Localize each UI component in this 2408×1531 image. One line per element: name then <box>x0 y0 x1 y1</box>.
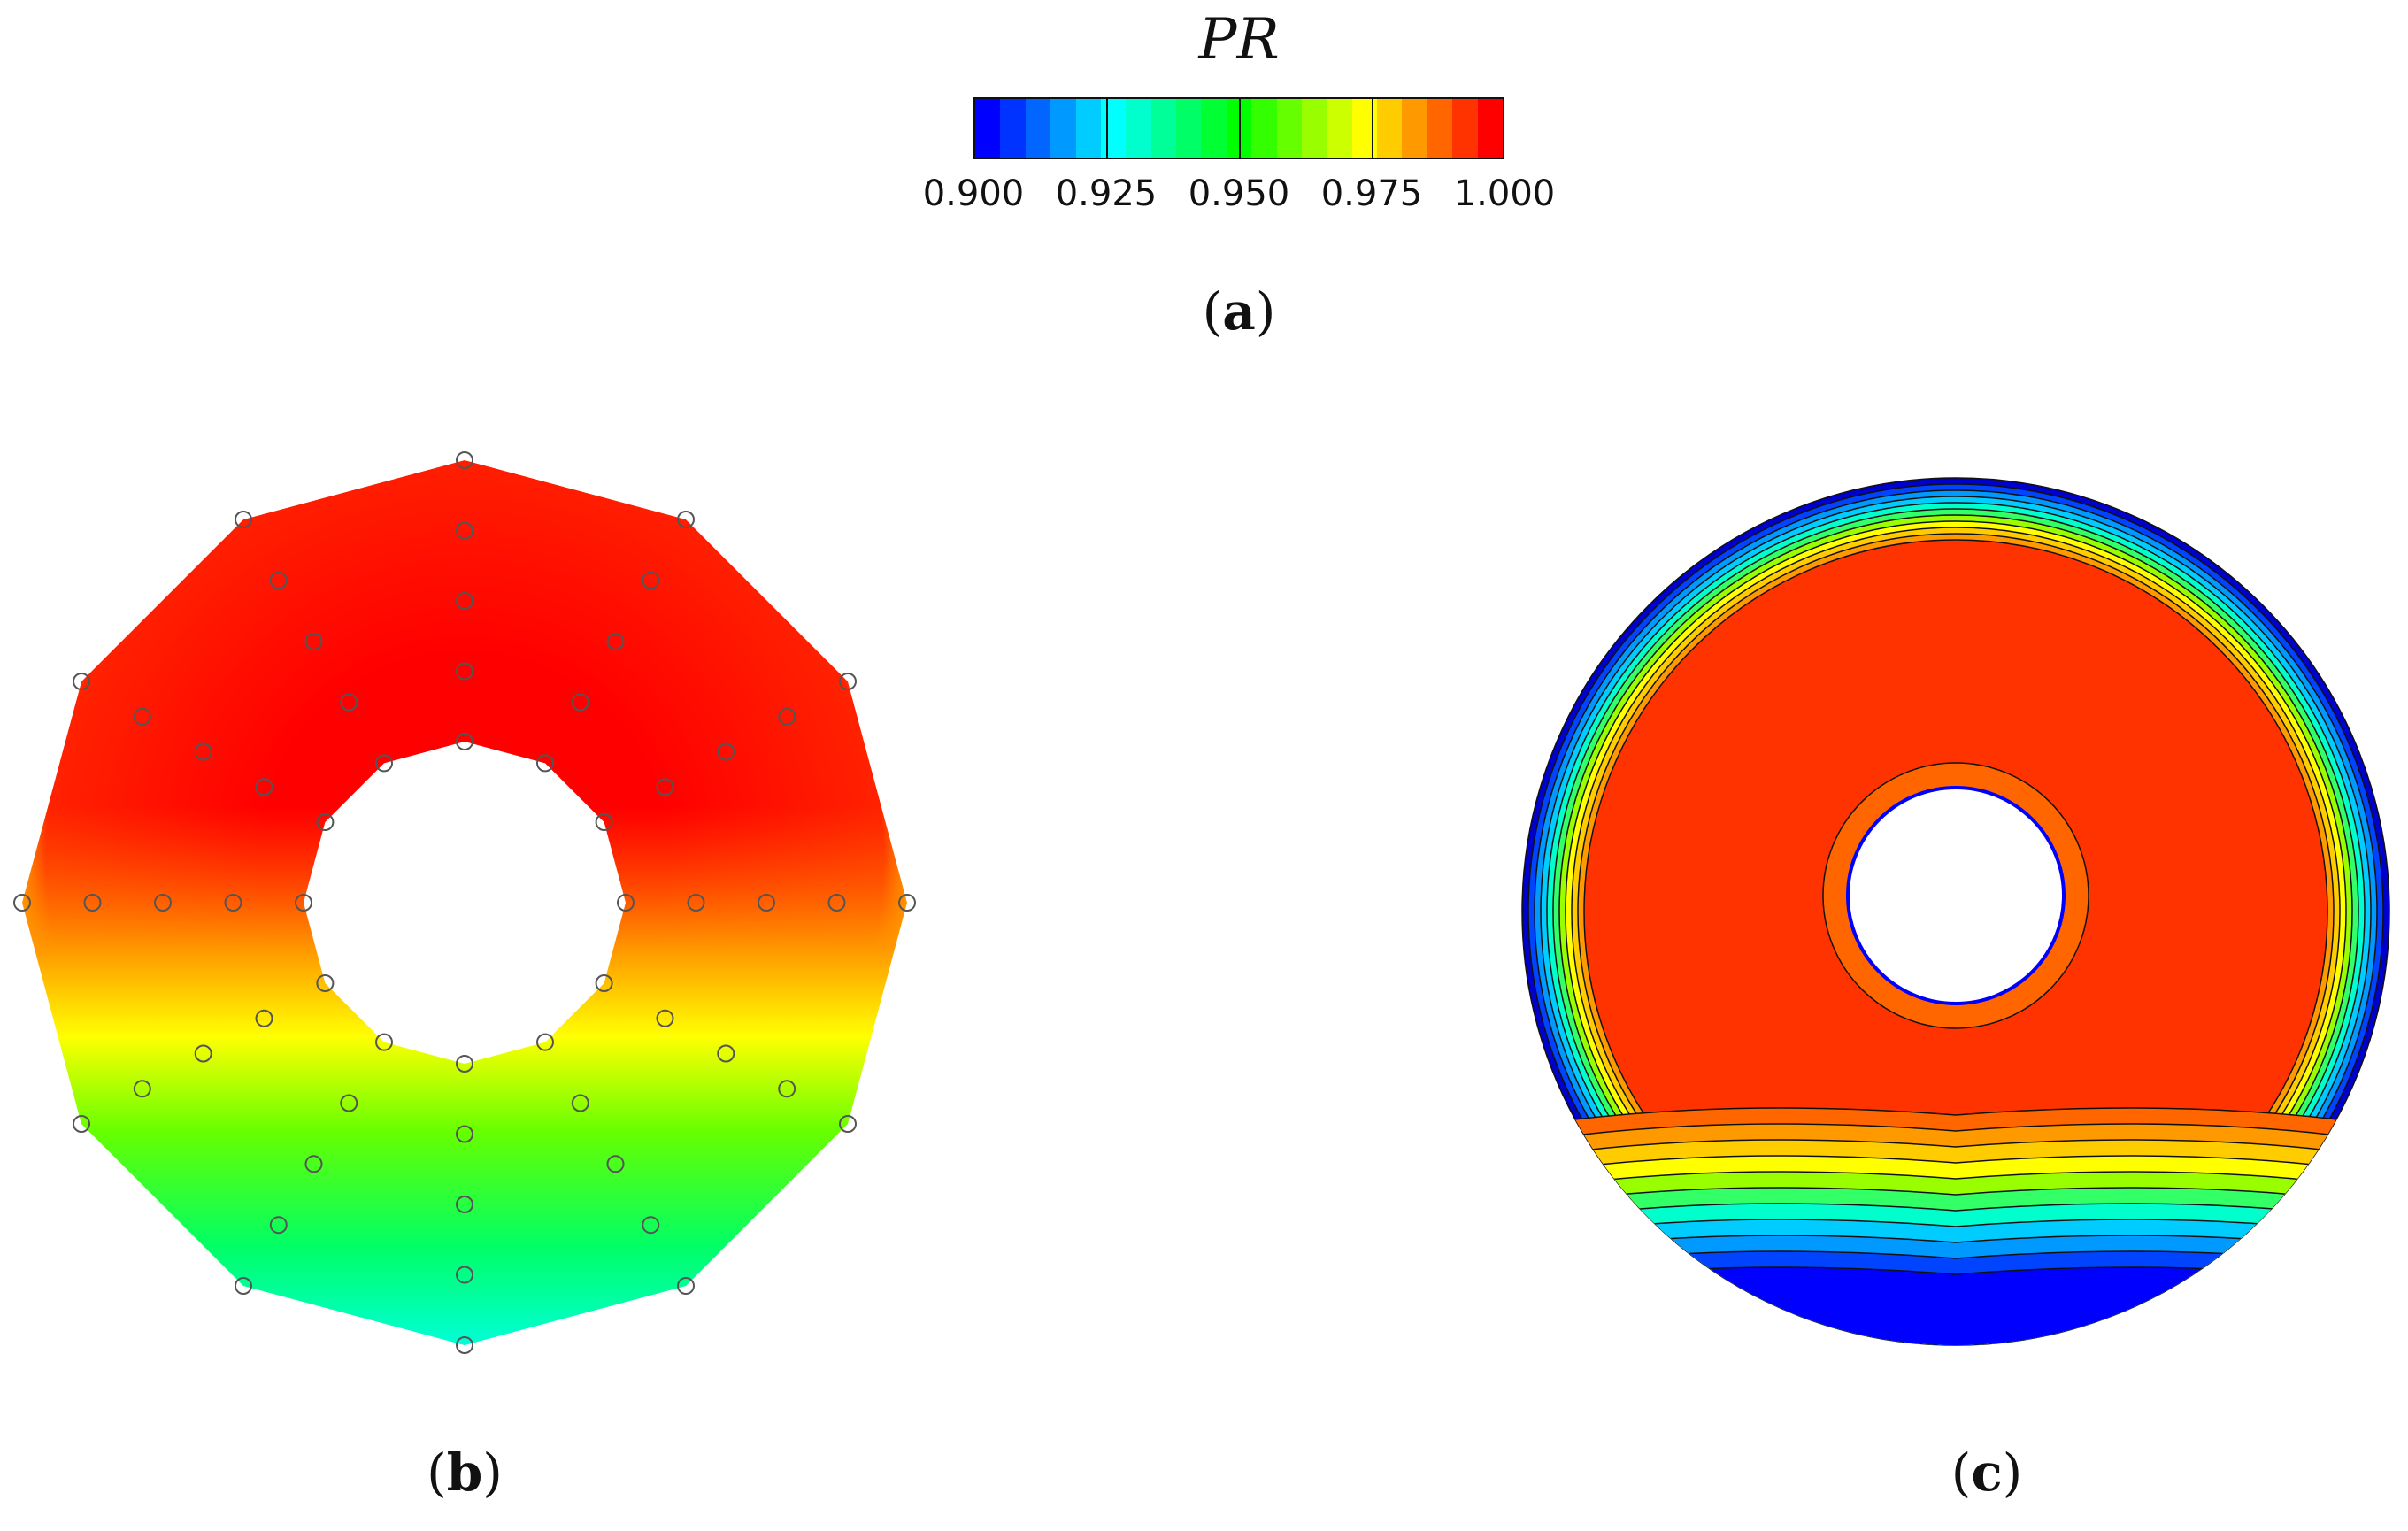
probe-marker <box>456 451 473 469</box>
colorbar-swatch <box>1176 99 1202 158</box>
colorbar-swatch <box>975 99 1001 158</box>
colorbar-tick-label: 0.975 <box>1320 173 1423 214</box>
probe-marker <box>133 707 151 726</box>
probe-marker <box>456 521 473 540</box>
probe-marker <box>73 1115 90 1133</box>
probe-marker <box>642 1216 660 1235</box>
colorbar-swatch <box>1452 99 1478 158</box>
colorbar-divider <box>1106 97 1108 159</box>
probe-marker <box>340 1094 358 1112</box>
distortion-band <box>1539 1266 2373 1345</box>
probe-marker <box>717 742 735 761</box>
probe-marker <box>304 632 323 650</box>
panel-label-a: (a) <box>1202 281 1276 342</box>
colorbar-title: PR <box>1198 7 1280 73</box>
colorbar-tick-label: 0.900 <box>922 173 1025 214</box>
panel-label-c: (c) <box>1950 1443 2023 1503</box>
probe-marker <box>536 1033 554 1051</box>
probe-marker <box>656 1009 674 1027</box>
colorbar-tick-label: 0.925 <box>1055 173 1158 214</box>
probe-marker <box>778 707 796 726</box>
probe-marker <box>295 894 312 912</box>
probe-marker <box>304 1155 323 1173</box>
probe-marker <box>316 974 335 992</box>
probe-marker <box>898 894 916 912</box>
probe-marker <box>717 1044 735 1063</box>
probe-marker <box>827 894 846 912</box>
colorbar-swatch <box>1402 99 1427 158</box>
probe-marker <box>375 1033 393 1051</box>
colorbar-swatch <box>1226 99 1252 158</box>
colorbar-tick-label: 0.950 <box>1188 173 1290 214</box>
probe-marker <box>224 894 242 912</box>
hub-hole <box>1846 786 2066 1005</box>
probe-marker <box>571 1094 589 1112</box>
probe-marker <box>595 974 613 992</box>
probe-marker <box>456 733 473 750</box>
panel-label-b: (b) <box>427 1443 503 1503</box>
probe-marker <box>456 592 473 610</box>
colorbar-swatch <box>1100 99 1127 158</box>
colorbar-divider <box>1372 97 1373 159</box>
probe-marker <box>536 754 554 773</box>
probe-marker <box>456 1336 473 1354</box>
probe-marker <box>194 742 212 761</box>
probe-marker <box>235 511 252 528</box>
probe-marker <box>375 754 393 773</box>
probe-marker <box>839 1115 857 1133</box>
probe-marker <box>154 894 172 912</box>
probe-marker <box>456 1266 473 1284</box>
colorbar-swatch <box>1075 99 1101 158</box>
probe-marker <box>269 1216 288 1235</box>
probe-marker <box>456 1055 473 1073</box>
colorbar-swatch <box>1327 99 1352 158</box>
probe-marker <box>606 632 625 650</box>
probe-marker <box>235 1277 252 1295</box>
colorbar-divider <box>1239 97 1241 159</box>
colorbar-swatch <box>1126 99 1151 158</box>
probe-marker <box>571 693 589 712</box>
colorbar <box>973 97 1504 159</box>
probe-contour-plot <box>13 451 916 1354</box>
probe-marker <box>606 1155 625 1173</box>
probe-marker <box>617 894 635 912</box>
probe-marker <box>73 673 90 690</box>
colorbar-swatch <box>1201 99 1227 158</box>
probe-marker <box>133 1080 151 1098</box>
colorbar-swatch <box>1050 99 1076 158</box>
hub-hole <box>304 742 626 1064</box>
probe-marker <box>758 894 775 912</box>
probe-marker <box>687 894 705 912</box>
probe-marker <box>194 1044 212 1063</box>
probe-marker <box>13 894 31 912</box>
colorbar-swatch <box>1301 99 1327 158</box>
colorbar-swatch <box>1025 99 1051 158</box>
probe-marker <box>255 778 273 796</box>
probe-marker <box>316 813 335 831</box>
probe-marker <box>255 1009 273 1027</box>
probe-marker <box>83 894 102 912</box>
colorbar-swatch <box>1427 99 1453 158</box>
probe-marker <box>778 1080 796 1098</box>
probe-marker <box>656 778 674 796</box>
colorbar-tick-label: 1.000 <box>1453 173 1556 214</box>
colorbar-swatch <box>1000 99 1026 158</box>
probe-marker <box>456 662 473 681</box>
simulation-contour-plot <box>1521 477 2390 1346</box>
probe-marker <box>595 813 613 831</box>
probe-marker <box>269 571 288 589</box>
probe-marker <box>642 571 660 589</box>
colorbar-swatch <box>1150 99 1176 158</box>
probe-marker <box>456 1125 473 1143</box>
probe-marker <box>839 673 857 690</box>
probe-marker <box>677 511 695 528</box>
colorbar-swatch <box>1377 99 1403 158</box>
colorbar-swatch <box>1477 99 1503 158</box>
probe-marker <box>456 1196 473 1213</box>
colorbar-swatch <box>1251 99 1277 158</box>
probe-marker <box>340 693 358 712</box>
probe-marker <box>677 1277 695 1295</box>
colorbar-swatch <box>1276 99 1302 158</box>
